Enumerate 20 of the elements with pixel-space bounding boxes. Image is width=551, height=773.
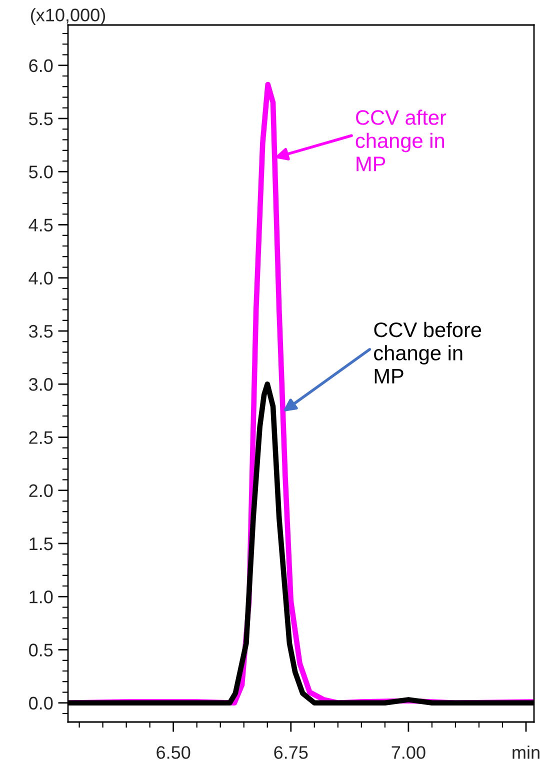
y-tick-label: 6.0 — [29, 59, 53, 72]
y-axis-title: (x10,000) — [30, 8, 106, 25]
y-tick-label: 1.5 — [30, 538, 53, 550]
y-tick-label: 4.5 — [28, 218, 53, 232]
x-tick-label: min — [512, 746, 540, 759]
y-tick-label: 0.5 — [29, 644, 53, 656]
y-tick-label: 4.0 — [28, 272, 53, 285]
y-tick-label: 2.0 — [29, 484, 53, 498]
annotation: CCV after change in MP — [356, 110, 446, 172]
y-tick-label: 3.5 — [29, 324, 53, 338]
annotation: CCV before change in MP — [374, 322, 482, 384]
y-tick-label: 3.0 — [29, 378, 53, 391]
y-tick-label: 5.5 — [29, 112, 53, 126]
y-tick-label: 0.0 — [29, 696, 53, 710]
x-tick-label: 6.75 — [274, 746, 308, 759]
x-tick-label: 6.50 — [156, 746, 190, 759]
y-tick-label: 1.0 — [30, 590, 53, 604]
y-tick-label: 5.0 — [29, 166, 53, 178]
y-tick-label: 2.5 — [29, 431, 53, 444]
x-tick-label: 7.00 — [392, 746, 426, 759]
